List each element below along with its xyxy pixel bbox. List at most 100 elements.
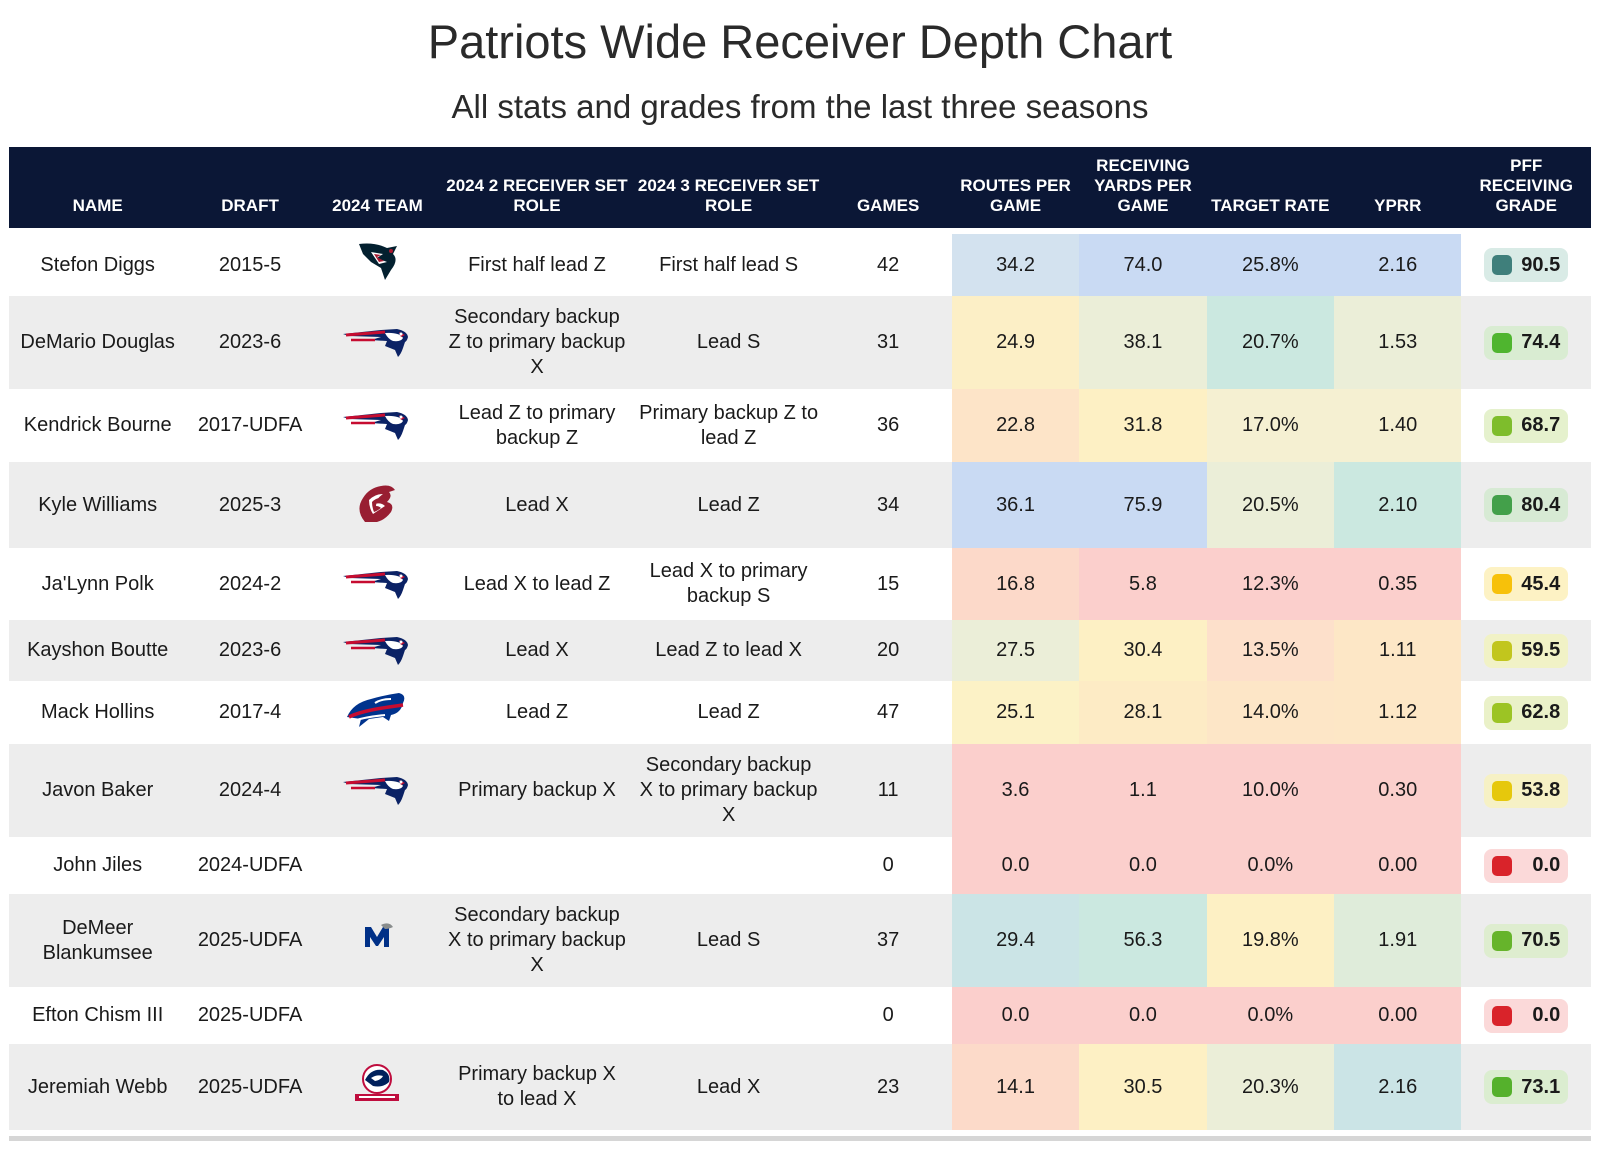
- grade-cell: 0.0: [1461, 987, 1591, 1044]
- patriots-logo-icon: [341, 317, 413, 361]
- grade-value: 0.0: [1532, 854, 1561, 876]
- role2-cell: Lead Z to primary backup Z: [441, 389, 633, 462]
- target-cell: 12.3%: [1206, 548, 1335, 620]
- role3-cell: Primary backup Z to lead Z: [632, 389, 825, 462]
- depth-chart-table: NAME DRAFT 2024 TEAM 2024 2 RECEIVER SET RO…: [9, 147, 1591, 1130]
- yards-cell: 75.9: [1079, 462, 1207, 548]
- routes-cell: 14.1: [951, 1044, 1080, 1130]
- games-cell: 42: [824, 234, 952, 296]
- grade-cell: 90.5: [1461, 234, 1591, 296]
- grade-value: 53.8: [1521, 779, 1561, 801]
- yards-cell: 1.1: [1079, 744, 1207, 837]
- draft-cell: 2023-6: [186, 296, 314, 389]
- grade-badge: 68.7: [1484, 408, 1569, 443]
- name-cell: Efton Chism III: [9, 987, 187, 1044]
- chart-subtitle: All stats and grades from the last three…: [451, 88, 1149, 125]
- games-cell: 37: [824, 894, 952, 987]
- grade-color-swatch: [1492, 1005, 1513, 1026]
- grade-value: 0.0: [1532, 1004, 1561, 1026]
- role3-cell: Lead Z: [632, 681, 825, 744]
- column-header-games[interactable]: GAMES: [824, 147, 952, 228]
- grade-color-swatch: [1492, 332, 1513, 353]
- role2-cell: First half lead Z: [441, 234, 633, 296]
- table-row[interactable]: Stefon Diggs 2015-5 First half lead Z First…: [9, 234, 1591, 296]
- games-cell: 11: [824, 744, 952, 837]
- games-cell: 15: [824, 548, 952, 620]
- games-cell: 47: [824, 681, 952, 744]
- yprr-cell: 1.53: [1334, 296, 1462, 389]
- target-cell: 0.0%: [1206, 837, 1335, 894]
- yprr-cell: 2.16: [1334, 1044, 1462, 1130]
- column-header-grade[interactable]: PFF RECEIVING GRADE: [1461, 147, 1591, 228]
- grade-color-swatch: [1492, 640, 1513, 661]
- role3-cell: Lead S: [632, 296, 825, 389]
- patriots-logo-icon: [341, 765, 413, 809]
- team-cell: [313, 462, 442, 548]
- grade-badge: 53.8: [1484, 773, 1569, 808]
- role3-cell: [632, 837, 825, 894]
- draft-cell: 2025-3: [186, 462, 314, 548]
- grade-badge: 74.4: [1484, 325, 1569, 360]
- routes-cell: 25.1: [951, 681, 1080, 744]
- column-header-name[interactable]: NAME: [9, 147, 187, 228]
- column-header-role2[interactable]: 2024 2 RECEIVER SET ROLE: [441, 147, 633, 228]
- table-row[interactable]: Kyle Williams 2025-3 Lead X Lead Z 34 36.1 75.…: [9, 462, 1591, 548]
- table-row[interactable]: John Jiles 2024-UDFA 0 0.0 0.0 0.0% 0.00 0.0: [9, 837, 1591, 894]
- yprr-cell: 2.10: [1334, 462, 1462, 548]
- draft-cell: 2024-UDFA: [186, 837, 314, 894]
- table-row[interactable]: DeMario Douglas 2023-6 Secondary backup Z …: [9, 296, 1591, 389]
- column-header-yards[interactable]: RECEIVING YARDS PER GAME: [1079, 147, 1207, 228]
- column-header-routes[interactable]: ROUTES PER GAME: [951, 147, 1080, 228]
- routes-cell: 24.9: [951, 296, 1080, 389]
- role2-cell: Primary backup X: [441, 744, 633, 837]
- games-cell: 23: [824, 1044, 952, 1130]
- yards-cell: 28.1: [1079, 681, 1207, 744]
- column-header-role3[interactable]: 2024 3 RECEIVER SET ROLE: [632, 147, 825, 228]
- table-row[interactable]: Kendrick Bourne 2017-UDFA Lead Z to primar…: [9, 389, 1591, 462]
- grade-color-swatch: [1492, 1077, 1513, 1097]
- table-row[interactable]: DeMeer Blankumsee 2025-UDFA Secondary back…: [9, 894, 1591, 987]
- target-cell: 20.7%: [1206, 296, 1335, 389]
- routes-cell: 36.1: [951, 462, 1080, 548]
- table-row[interactable]: Ja'Lynn Polk 2024-2 Lead X to lead Z Lead X…: [9, 548, 1591, 620]
- column-header-draft[interactable]: DRAFT: [186, 147, 314, 228]
- team-cell: [313, 987, 442, 1044]
- grade-value: 73.1: [1521, 1075, 1561, 1098]
- grade-cell: 74.4: [1461, 296, 1591, 389]
- column-header-team[interactable]: 2024 TEAM: [313, 147, 442, 228]
- grade-badge: 80.4: [1484, 488, 1569, 522]
- routes-cell: 34.2: [951, 234, 1080, 296]
- yprr-cell: 2.16: [1334, 234, 1462, 296]
- table-row[interactable]: Mack Hollins 2017-4 Lead Z Lead Z 47 25.1 28.1…: [9, 681, 1591, 744]
- role2-cell: Secondary backup X to primary backup X: [441, 894, 633, 987]
- column-header-target[interactable]: TARGET RATE: [1206, 147, 1335, 228]
- name-cell: Ja'Lynn Polk: [9, 548, 187, 620]
- role2-cell: Lead Z: [441, 681, 633, 744]
- yards-cell: 74.0: [1079, 234, 1207, 296]
- games-cell: 0: [824, 987, 952, 1044]
- team-cell: [313, 837, 442, 894]
- column-header-yprr[interactable]: YPRR: [1334, 147, 1462, 228]
- yprr-cell: 0.00: [1334, 837, 1462, 894]
- table-row[interactable]: Kayshon Boutte 2023-6 Lead X Lead Z to lead…: [9, 620, 1591, 681]
- yards-cell: 5.8: [1079, 548, 1207, 620]
- yprr-cell: 0.00: [1334, 987, 1462, 1044]
- grade-cell: 53.8: [1461, 744, 1591, 837]
- table-row[interactable]: Javon Baker 2024-4 Primary backup X Seconda…: [9, 744, 1591, 837]
- name-cell: Javon Baker: [9, 744, 187, 837]
- role3-cell: Lead S: [632, 894, 825, 987]
- grade-badge: 0.0: [1484, 998, 1569, 1033]
- target-cell: 19.8%: [1206, 894, 1335, 987]
- role3-cell: Lead Z: [632, 462, 825, 548]
- team-cell: [313, 389, 442, 462]
- table-row[interactable]: Efton Chism III 2025-UDFA 0 0.0 0.0 0.0% 0.00 0…: [9, 987, 1591, 1044]
- role3-cell: Lead Z to lead X: [632, 620, 825, 681]
- games-cell: 20: [824, 620, 952, 681]
- south-alabama-jaguars-logo-icon: [341, 1062, 413, 1106]
- role3-cell: [632, 987, 825, 1044]
- yprr-cell: 1.12: [1334, 681, 1462, 744]
- team-cell: [313, 1044, 442, 1130]
- houston-texans-logo-icon: [341, 240, 413, 284]
- yards-cell: 0.0: [1079, 987, 1207, 1044]
- table-row[interactable]: Jeremiah Webb 2025-UDFA Primary backup X t…: [9, 1044, 1591, 1130]
